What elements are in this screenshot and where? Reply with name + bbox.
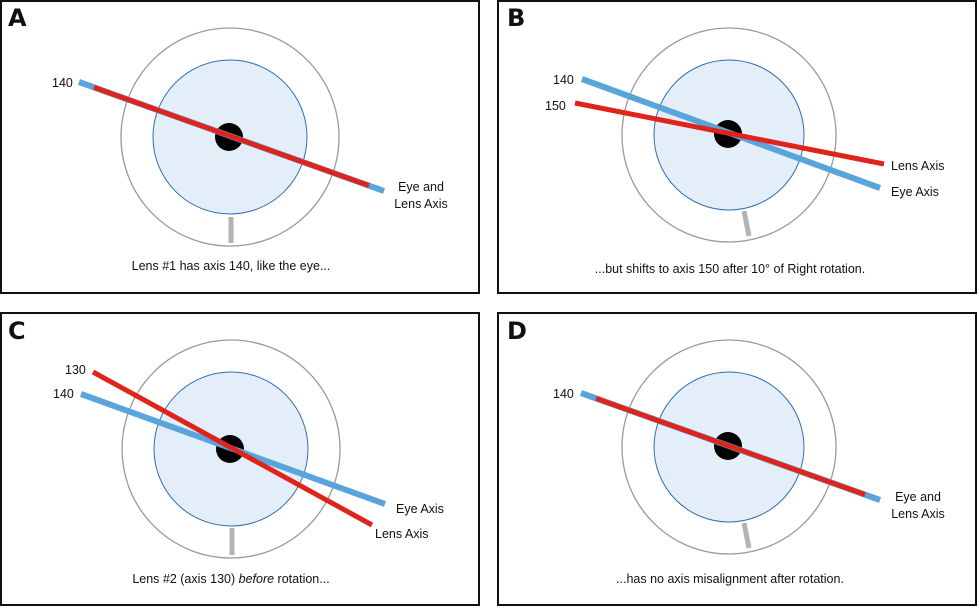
lens-axis-line <box>595 396 866 497</box>
panel-c: C 130 140 Eye Axis Lens Axis Lens #2 (ax… <box>0 312 480 606</box>
axis-value-label: 140 <box>553 73 574 87</box>
lens-axis-line <box>574 100 885 167</box>
caption: ...has no axis misalignment after rotati… <box>616 572 844 586</box>
axis-label: Lens Axis <box>891 507 945 521</box>
panel-letter: D <box>507 317 527 345</box>
axis-label: Eye and <box>398 180 444 194</box>
caption: Lens #1 has axis 140, like the eye... <box>132 259 331 273</box>
orientation-mark <box>741 210 752 237</box>
panel-letter: B <box>507 4 525 32</box>
eye-axis-label: Eye Axis <box>396 502 444 516</box>
axis-label: Eye and <box>895 490 941 504</box>
axis-value-label: 140 <box>53 387 74 401</box>
panel-letter: A <box>8 4 27 32</box>
axis-value-label: 140 <box>553 387 574 401</box>
lens-axis-line <box>91 369 374 528</box>
axis-value-label: 130 <box>65 363 86 377</box>
axis-value-label: 150 <box>545 99 566 113</box>
orientation-mark <box>741 522 752 549</box>
panel-b: B 140 150 Lens Axis Eye Axis ...but shif… <box>497 0 977 294</box>
caption-emphasis: before <box>239 572 274 586</box>
caption-text: rotation... <box>274 572 330 586</box>
lens-axis-label: Lens Axis <box>375 527 429 541</box>
axis-value-label: 140 <box>52 76 73 90</box>
panel-a: A 140 Eye and Lens Axis Lens #1 has axis… <box>0 0 480 294</box>
caption: Lens #2 (axis 130) before rotation... <box>132 572 329 586</box>
eye-axis-label: Eye Axis <box>891 185 939 199</box>
panel-letter: C <box>8 317 26 345</box>
axis-label: Lens Axis <box>394 197 448 211</box>
panel-d: D 140 Eye and Lens Axis ...has no axis m… <box>497 312 977 606</box>
lens-axis-label: Lens Axis <box>891 159 945 173</box>
caption: ...but shifts to axis 150 after 10° of R… <box>595 262 865 276</box>
caption-text: Lens #2 (axis 130) <box>132 572 238 586</box>
lens-axis-line <box>93 85 370 188</box>
